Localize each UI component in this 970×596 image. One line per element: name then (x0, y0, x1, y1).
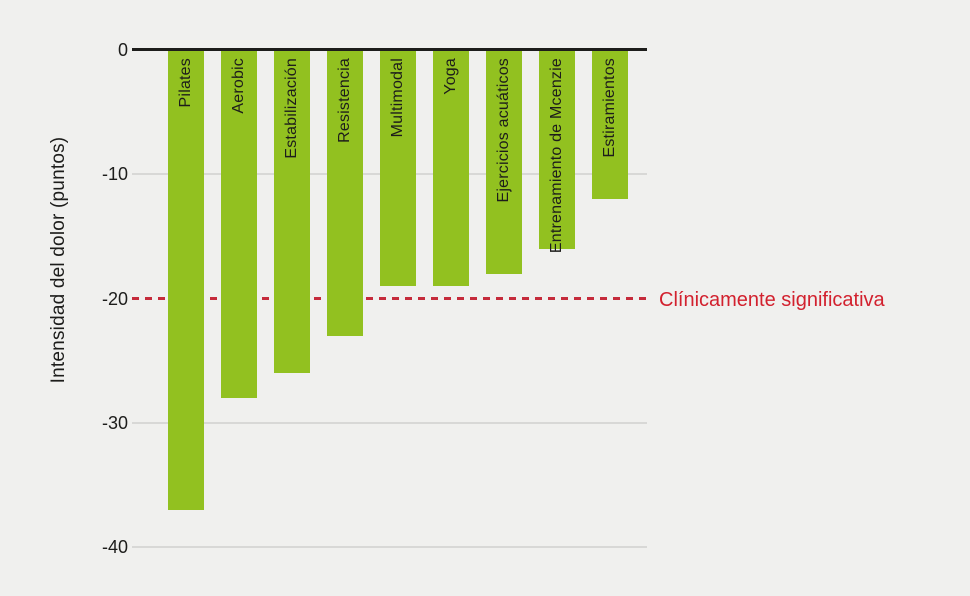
reference-dashed-line (132, 297, 647, 300)
gridline-40 (132, 546, 647, 548)
gridline-30 (132, 421, 647, 424)
plot-area: Pilates Aerobic Estabilización Resistencia M… (132, 48, 647, 548)
bar-label: Pilates (177, 58, 194, 108)
bar-label: Aerobic (230, 58, 247, 114)
bar-resistencia: Resistencia (327, 50, 363, 336)
bar-label: Resistencia (336, 58, 353, 143)
y-tick-label-0: 0 (117, 40, 128, 60)
bar-ejercicios-acuaticos: Ejercicios acuáticos (486, 50, 522, 274)
bar-entrenamiento-de-mcenzie: Entrenamiento de Mcenzie (539, 50, 575, 253)
bar-estiramientos: Estiramientos (592, 50, 628, 200)
bar-aerobic: Aerobic (221, 50, 257, 398)
bar-pilates: Pilates (168, 50, 204, 510)
bar-label: Entrenamiento de Mcenzie (548, 58, 565, 254)
zero-axis-line (132, 48, 647, 51)
bar-yoga: Yoga (433, 50, 469, 287)
bar-label: Estabilización (283, 58, 300, 159)
y-tick-label-30: -30 (101, 412, 128, 433)
y-tick-label-20: -20 (101, 288, 128, 309)
reference-line-label: Clínicamente significativa (659, 289, 885, 311)
bar-label: Ejercicios acuáticos (495, 58, 512, 203)
y-tick-label-40: -40 (101, 537, 128, 557)
bar-label: Yoga (442, 58, 459, 95)
bar-multimodal: Multimodal (380, 50, 416, 287)
y-tick-label-10: -10 (101, 164, 128, 185)
bar-label: Multimodal (389, 58, 406, 138)
bar-label: Estiramientos (601, 58, 618, 158)
bar-estabilizacion: Estabilización (274, 50, 310, 374)
